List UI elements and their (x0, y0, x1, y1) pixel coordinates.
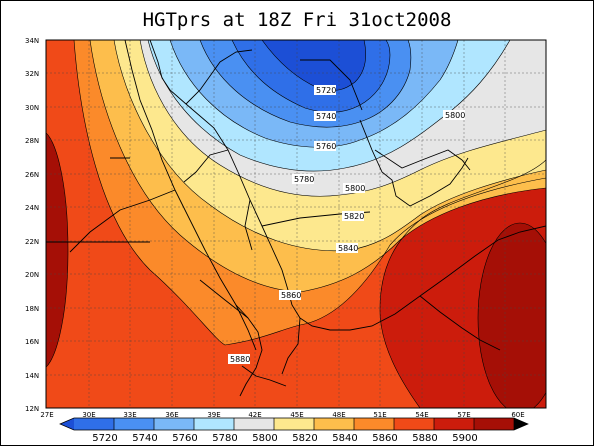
colorbar-swatch-high (514, 418, 528, 430)
colorbar-label: 5880 (412, 433, 437, 444)
colorbar-swatch (434, 418, 474, 430)
colorbar-swatch (394, 418, 434, 430)
colorbar-label: 5780 (212, 433, 237, 444)
colorbar-label: 5900 (452, 433, 477, 444)
lat-tick: 12N (25, 405, 39, 413)
colorbar-label: 5840 (332, 433, 357, 444)
lon-tick: 30E (82, 411, 95, 419)
contour-label: 5880 (230, 355, 250, 364)
lat-tick: 14N (25, 372, 39, 380)
lat-tick: 32N (25, 70, 39, 78)
lat-tick: 20N (25, 271, 39, 279)
colorbar-swatch (274, 418, 314, 430)
band-5700 (262, 40, 366, 91)
lon-tick: 54E (415, 411, 428, 419)
latitude-ticks: 34N 32N 30N 28N 26N 24N 22N 20N 18N 16N … (25, 37, 39, 413)
graticule (46, 40, 546, 408)
lat-tick: 16N (25, 338, 39, 346)
coastlines-borders (46, 40, 546, 397)
lon-tick: 60E (511, 411, 524, 419)
contour-label: 5800 (345, 184, 365, 193)
contour-label: 5720 (316, 86, 336, 95)
lon-tick: 48E (332, 411, 345, 419)
longitude-ticks: 27E 30E 33E 36E 39E 42E 45E 48E 51E 54E … (40, 411, 524, 419)
colorbar-label: 5800 (252, 433, 277, 444)
contour-label: 5820 (344, 212, 364, 221)
map-border (45, 39, 547, 409)
lat-tick: 28N (25, 137, 39, 145)
colorbar-swatch (114, 418, 154, 430)
height-field: 5720 5740 5760 5780 5800 5800 5820 5840 … (46, 40, 546, 408)
colorbar-swatch (474, 418, 514, 430)
colorbar-label: 5720 (92, 433, 117, 444)
contour-label: 5800 (445, 111, 465, 120)
band-5920-west (46, 132, 68, 368)
colorbar-swatch (314, 418, 354, 430)
contour-label: 5840 (338, 244, 358, 253)
colorbar-swatch (354, 418, 394, 430)
lat-tick: 34N (25, 37, 39, 45)
lon-tick: 57E (457, 411, 470, 419)
colorbar: 5720 5740 5760 5780 5800 5820 5840 5860 … (59, 417, 529, 444)
contour-label: 5860 (281, 291, 301, 300)
colorbar-swatch (154, 418, 194, 430)
lon-tick: 39E (207, 411, 220, 419)
lat-tick: 30N (25, 104, 39, 112)
colorbar-swatch-low (60, 418, 74, 430)
lon-tick: 33E (123, 411, 136, 419)
colorbar-swatch (234, 418, 274, 430)
colorbar-swatch (74, 418, 114, 430)
contour-lines (46, 40, 546, 408)
lat-tick: 18N (25, 305, 39, 313)
colorbar-label: 5820 (292, 433, 317, 444)
contour-label: 5760 (316, 142, 336, 151)
lat-tick: 24N (25, 204, 39, 212)
contour-label-boxes: 5720 5740 5760 5780 5800 5800 5820 5840 … (228, 85, 465, 364)
lon-tick: 42E (248, 411, 261, 419)
colorbar-label: 5860 (372, 433, 397, 444)
lat-tick: 22N (25, 238, 39, 246)
contour-label: 5780 (294, 175, 314, 184)
lon-tick: 36E (165, 411, 178, 419)
lon-tick: 27E (40, 411, 53, 419)
lon-tick: 45E (290, 411, 303, 419)
lat-tick: 26N (25, 171, 39, 179)
colorbar-label: 5760 (172, 433, 197, 444)
colorbar-swatch (194, 418, 234, 430)
band-5920-east (478, 223, 546, 408)
lon-tick: 51E (373, 411, 386, 419)
colorbar-label: 5740 (132, 433, 157, 444)
contour-label: 5740 (316, 112, 336, 121)
map-title: HGTprs at 18Z Fri 31oct2008 (142, 9, 452, 31)
